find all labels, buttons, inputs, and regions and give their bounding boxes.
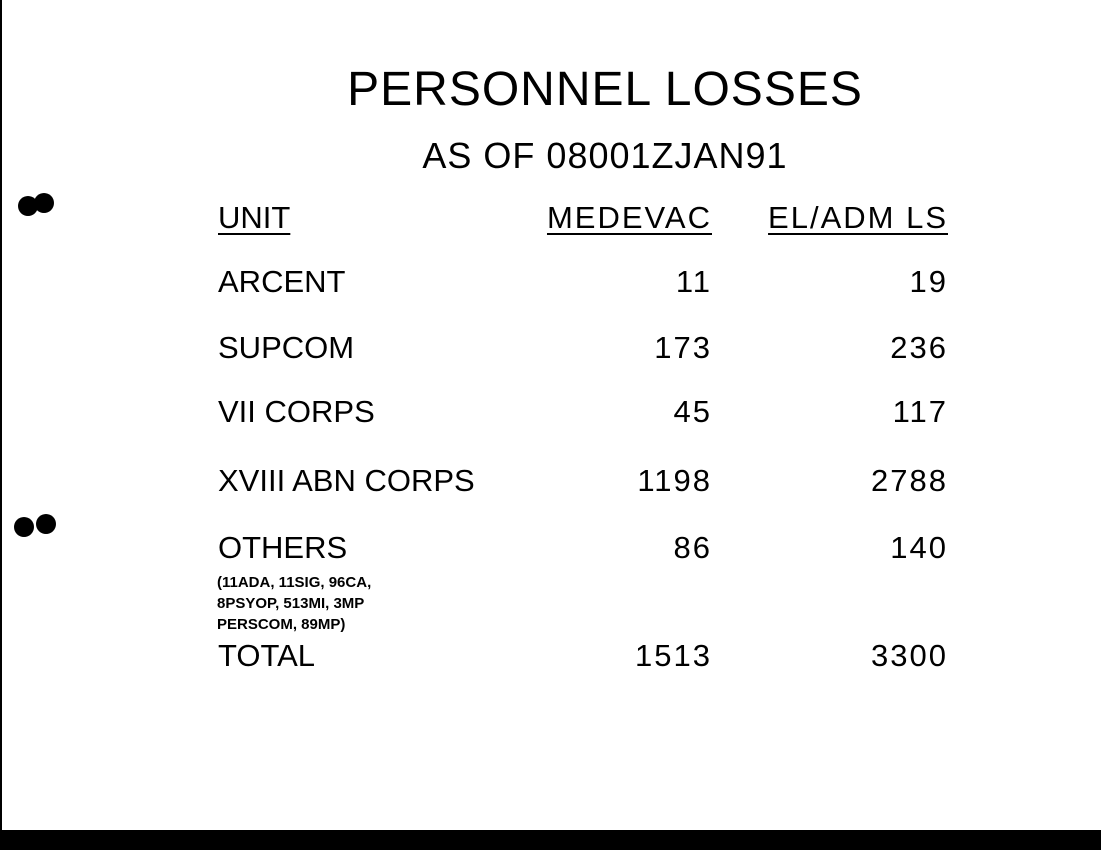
page-edge xyxy=(0,0,2,830)
el-adm-ls-cell: 2788 xyxy=(871,463,948,498)
unit-cell: OTHERS xyxy=(218,530,348,565)
page-title: PERSONNEL LOSSES xyxy=(347,63,863,116)
medevac-cell: 173 xyxy=(654,330,712,365)
others-note-line: PERSCOM, 89MP) xyxy=(217,616,346,633)
header-medevac: MEDEVAC xyxy=(546,200,712,235)
others-note-line: 8PSYOP, 513MI, 3MP xyxy=(217,595,365,612)
others-note-line: (11ADA, 11SIG, 96CA, xyxy=(217,574,372,591)
total-label: TOTAL xyxy=(218,638,316,673)
unit-cell: SUPCOM xyxy=(218,330,355,365)
el-adm-ls-cell: 140 xyxy=(890,530,948,565)
page-subtitle: AS OF 08001ZJAN91 xyxy=(422,135,788,176)
total-el-adm-ls: 3300 xyxy=(871,638,948,673)
medevac-cell: 86 xyxy=(673,530,712,565)
binder-hole xyxy=(34,193,54,213)
bottom-scan-bar xyxy=(0,830,1101,850)
el-adm-ls-cell: 117 xyxy=(892,394,948,429)
total-medevac: 1513 xyxy=(635,638,712,673)
medevac-cell: 11 xyxy=(675,264,712,299)
unit-cell: VII CORPS xyxy=(218,394,375,429)
unit-cell: XVIII ABN CORPS xyxy=(218,463,475,498)
others-note: (11ADA, 11SIG, 96CA, 8PSYOP, 513MI, 3MP … xyxy=(217,572,371,635)
header-unit: UNIT xyxy=(218,200,291,235)
header-el-adm-ls: EL/ADM LS xyxy=(768,200,948,235)
el-adm-ls-cell: 19 xyxy=(909,264,948,299)
binder-hole xyxy=(14,517,34,537)
medevac-cell: 45 xyxy=(673,394,712,429)
unit-cell: ARCENT xyxy=(218,264,346,299)
binder-hole xyxy=(18,196,38,216)
medevac-cell: 1198 xyxy=(637,463,712,498)
binder-hole xyxy=(36,514,56,534)
el-adm-ls-cell: 236 xyxy=(890,330,948,365)
